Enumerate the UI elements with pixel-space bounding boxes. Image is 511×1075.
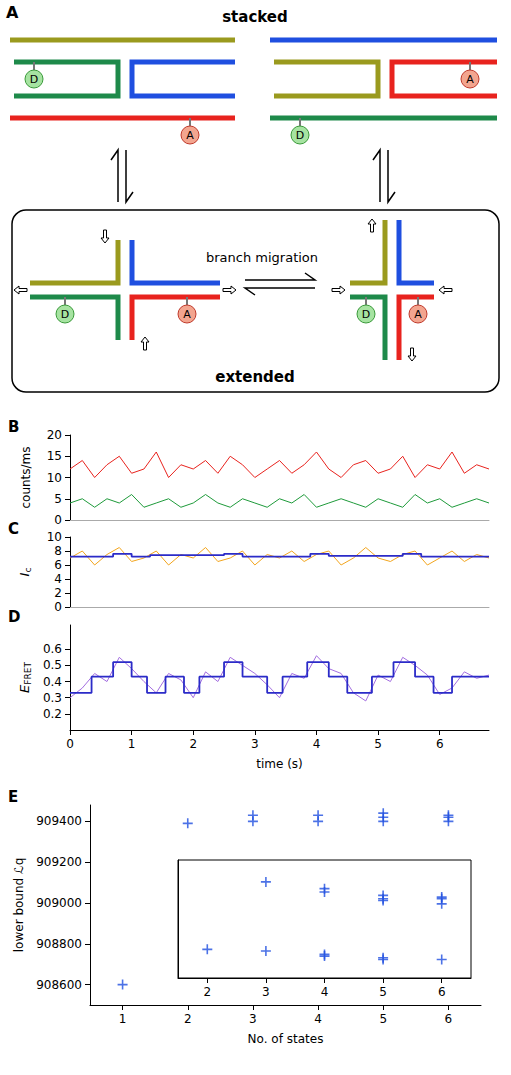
svg-text:counts/ms: counts/ms: [19, 446, 33, 508]
svg-text:1: 1: [119, 1012, 127, 1026]
svg-text:A: A: [414, 308, 422, 321]
svg-text:4: 4: [314, 1012, 322, 1026]
svg-text:5: 5: [379, 1012, 387, 1026]
svg-text:1: 1: [128, 737, 136, 751]
svg-text:A: A: [186, 129, 194, 142]
svg-text:908800: 908800: [36, 937, 82, 951]
svg-text:3: 3: [262, 985, 270, 999]
svg-text:B: B: [8, 418, 19, 436]
svg-text:D: D: [30, 73, 38, 86]
svg-text:909400: 909400: [36, 814, 82, 828]
svg-text:2: 2: [54, 586, 62, 600]
svg-text:0.3: 0.3: [43, 691, 62, 705]
svg-text:5: 5: [54, 492, 62, 506]
svg-text:20: 20: [47, 428, 62, 442]
svg-text:c: c: [23, 568, 33, 573]
svg-text:3: 3: [249, 1012, 257, 1026]
svg-text:909000: 909000: [36, 896, 82, 910]
svg-text:D: D: [296, 129, 304, 142]
svg-text:E: E: [8, 788, 18, 806]
svg-text:2: 2: [184, 1012, 192, 1026]
svg-text:6: 6: [436, 737, 444, 751]
svg-text:time (s): time (s): [256, 757, 303, 771]
svg-text:909200: 909200: [36, 855, 82, 869]
svg-text:D: D: [8, 608, 20, 626]
svg-text:10: 10: [47, 471, 62, 485]
svg-text:No. of states: No. of states: [248, 1032, 324, 1046]
svg-text:A: A: [6, 3, 19, 22]
svg-text:0.6: 0.6: [43, 642, 62, 656]
svg-text:A: A: [183, 308, 191, 321]
svg-text:6: 6: [445, 1012, 453, 1026]
svg-text:A: A: [466, 73, 474, 86]
svg-text:D: D: [362, 308, 370, 321]
svg-text:4: 4: [321, 985, 329, 999]
svg-text:5: 5: [379, 985, 387, 999]
svg-text:4: 4: [54, 572, 62, 586]
svg-text:0: 0: [54, 513, 62, 527]
svg-text:10: 10: [47, 530, 62, 544]
svg-text:4: 4: [313, 737, 321, 751]
svg-text:2: 2: [203, 985, 211, 999]
svg-text:extended: extended: [215, 368, 295, 386]
svg-text:branch migration: branch migration: [206, 250, 318, 265]
svg-text:E: E: [17, 684, 32, 693]
svg-text:C: C: [8, 520, 19, 538]
svg-text:6: 6: [54, 558, 62, 572]
svg-text:D: D: [61, 308, 69, 321]
svg-text:0.4: 0.4: [43, 675, 62, 689]
svg-text:0: 0: [54, 600, 62, 614]
svg-text:0.2: 0.2: [43, 707, 62, 721]
svg-text:3: 3: [251, 737, 259, 751]
svg-text:FRET: FRET: [23, 662, 33, 685]
svg-text:0.5: 0.5: [43, 658, 62, 672]
svg-text:lower bound ℒq: lower bound ℒq: [12, 858, 26, 952]
svg-text:6: 6: [438, 985, 446, 999]
svg-text:908600: 908600: [36, 978, 82, 992]
svg-text:2: 2: [189, 737, 197, 751]
svg-text:I: I: [17, 572, 32, 577]
svg-text:0: 0: [66, 737, 74, 751]
svg-text:stacked: stacked: [222, 8, 288, 26]
svg-text:15: 15: [47, 449, 62, 463]
svg-text:5: 5: [374, 737, 382, 751]
svg-text:8: 8: [54, 544, 62, 558]
